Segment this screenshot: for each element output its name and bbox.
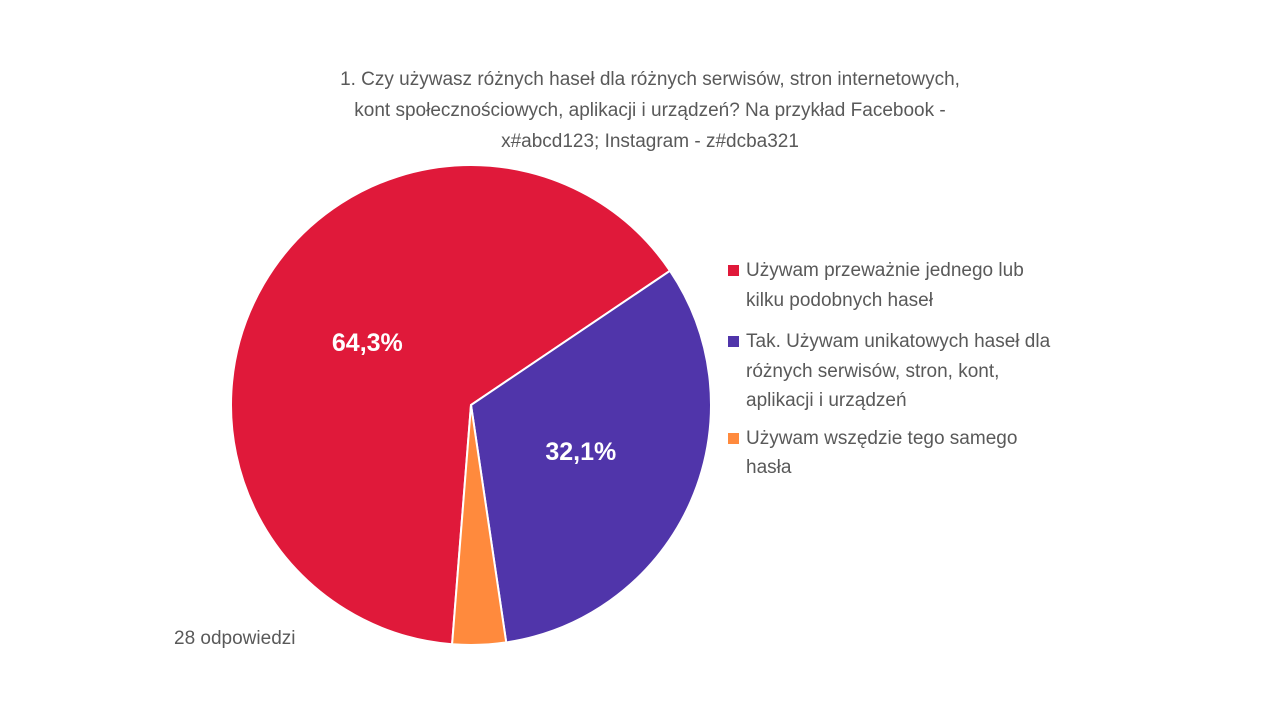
legend-label-unique-line-3: aplikacji i urządzeń	[746, 390, 907, 411]
data-label-unique: 32,1%	[545, 438, 616, 466]
chart-title-line-1: 1. Czy używasz różnych haseł dla różnych…	[340, 69, 960, 90]
pie-slice-mostly-same	[230, 164, 672, 646]
legend-swatch-mostly-same	[728, 265, 739, 276]
legend-label-same-everywhere-line-2: hasła	[746, 457, 792, 478]
legend: Używam przeważnie jednego lub kilku podo…	[728, 256, 1118, 495]
legend-label-same-everywhere-line-1: Używam wszędzie tego samego	[746, 427, 1018, 449]
data-label-mostly-same: 64,3%	[332, 329, 403, 357]
legend-label-mostly-same-line-1: Używam przeważnie jednego lub	[746, 260, 1024, 281]
chart-title-line-2: kont społecznościowych, aplikacji i urzą…	[354, 100, 946, 121]
legend-swatch-same-everywhere	[728, 432, 739, 444]
legend-item-unique: Tak. Używam unikatowych haseł dla różnyc…	[728, 327, 1118, 416]
response-count: 28 odpowiedzi	[174, 628, 296, 649]
legend-item-same-everywhere: Używam wszędzie tego samego hasła	[728, 424, 1118, 483]
legend-item-mostly-same: Używam przeważnie jednego lub kilku podo…	[728, 256, 1118, 315]
legend-label-unique-line-2: różnych serwisów, stron, kont,	[746, 360, 1000, 382]
pie-slice-same-everywhere	[451, 404, 508, 646]
pie-slice-unique	[469, 269, 712, 644]
legend-label-unique-line-1: Tak. Używam unikatowych haseł dla	[746, 331, 1051, 352]
legend-label-mostly-same-line-2: kilku podobnych haseł	[746, 289, 933, 311]
legend-swatch-unique	[728, 336, 739, 347]
chart-title: 1. Czy używasz różnych haseł dla różnych…	[240, 64, 1060, 157]
chart-title-line-3: x#abcd123; Instagram - z#dcba321	[501, 131, 799, 152]
